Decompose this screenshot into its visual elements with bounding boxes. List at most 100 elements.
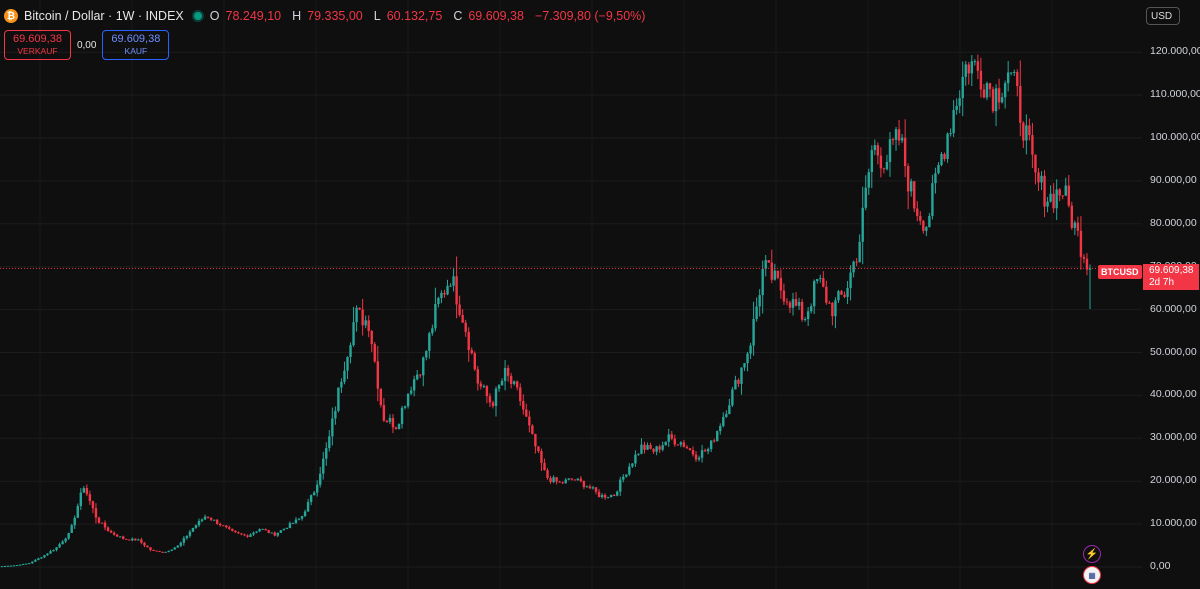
candle-body xyxy=(822,278,825,287)
candle xyxy=(194,524,198,529)
candle-body xyxy=(367,320,370,331)
candle xyxy=(167,550,170,553)
candle-body xyxy=(955,105,958,111)
candle xyxy=(358,307,361,311)
candle xyxy=(331,407,334,446)
low-key: L xyxy=(373,9,381,23)
candle xyxy=(528,410,531,433)
candle xyxy=(506,365,510,382)
candle-body xyxy=(188,531,192,536)
lightning-icon[interactable]: ⚡ xyxy=(1083,545,1101,563)
candle-body xyxy=(716,431,719,442)
candle xyxy=(106,526,110,532)
candle xyxy=(273,531,276,537)
candle xyxy=(373,342,376,364)
candle-body xyxy=(167,550,170,552)
candle xyxy=(1010,72,1013,76)
candle-body xyxy=(573,479,576,481)
candle xyxy=(494,386,498,417)
candle xyxy=(282,528,286,531)
candle xyxy=(934,167,937,194)
candle-body xyxy=(785,301,789,303)
candle xyxy=(231,528,234,532)
candle-body xyxy=(719,426,722,432)
candle-body xyxy=(249,534,252,537)
candle xyxy=(649,442,652,450)
candle-body xyxy=(540,451,543,463)
candle xyxy=(658,444,661,453)
candle-body xyxy=(888,139,892,162)
candle-body xyxy=(1025,125,1028,141)
candle-body xyxy=(988,83,992,90)
candle xyxy=(485,385,489,404)
candle-body xyxy=(676,444,680,446)
candle-body xyxy=(670,434,673,439)
candle-body xyxy=(1082,256,1086,259)
candle xyxy=(385,419,389,423)
candle-body xyxy=(76,506,79,518)
candle-body xyxy=(688,448,692,451)
candle-body xyxy=(488,396,492,403)
candle-body xyxy=(770,262,773,280)
candle-body xyxy=(191,527,195,532)
candle xyxy=(52,549,55,552)
candle-body xyxy=(619,479,622,492)
candle-body xyxy=(828,302,831,304)
candle xyxy=(867,168,870,195)
candle xyxy=(922,220,925,234)
candle-body xyxy=(322,458,325,474)
candle-body xyxy=(591,487,595,489)
currency-selector[interactable]: USD xyxy=(1146,7,1180,25)
candle xyxy=(509,372,513,389)
candle xyxy=(109,529,113,533)
candle-body xyxy=(725,413,728,417)
candle-body xyxy=(740,367,743,384)
candle xyxy=(319,466,322,488)
candle-body xyxy=(843,294,846,297)
us-flag-icon[interactable]: ▦ xyxy=(1083,566,1101,584)
candle-body xyxy=(237,532,240,534)
candle-body xyxy=(846,288,849,297)
candle xyxy=(267,529,270,534)
candle xyxy=(1076,216,1080,237)
candle-body xyxy=(67,532,70,539)
candle xyxy=(873,139,877,156)
y-tick-label: 30.000,00 xyxy=(1150,431,1197,444)
candle-body xyxy=(349,345,352,357)
sell-button[interactable]: 69.609,38 VERKAUF xyxy=(4,30,71,60)
candle-body xyxy=(628,466,631,475)
candle-body xyxy=(543,462,546,471)
candle xyxy=(149,547,152,552)
candle-body xyxy=(464,322,467,332)
candle-body xyxy=(403,406,407,408)
candle-body xyxy=(603,495,607,498)
candle xyxy=(382,398,386,423)
candle xyxy=(315,480,319,497)
symbol-title[interactable]: Bitcoin / Dollar · 1W · INDEX xyxy=(24,9,184,23)
candle-body xyxy=(173,547,176,550)
candle xyxy=(861,186,864,265)
candle-body xyxy=(622,476,625,480)
candle xyxy=(225,525,228,529)
buy-button[interactable]: 69.609,38 KAUF xyxy=(102,30,170,60)
candle xyxy=(679,441,683,448)
candle-body xyxy=(1064,185,1067,196)
candle xyxy=(176,545,179,548)
sell-label: VERKAUF xyxy=(17,46,58,56)
candle xyxy=(361,298,364,336)
candle xyxy=(622,474,625,483)
candle-body xyxy=(913,181,916,209)
last-price-label: 69.609,38 2d 7h xyxy=(1143,264,1199,290)
candle-body xyxy=(870,150,873,173)
candle xyxy=(643,441,646,454)
candle-body xyxy=(467,331,470,351)
candle-body xyxy=(582,481,586,488)
candle-body xyxy=(528,416,531,426)
candle-body xyxy=(428,333,431,351)
candle xyxy=(400,405,404,429)
candle xyxy=(794,292,798,307)
bar-countdown: 2d 7h xyxy=(1149,277,1175,288)
candle-body xyxy=(713,440,716,442)
candle-body xyxy=(82,488,86,493)
